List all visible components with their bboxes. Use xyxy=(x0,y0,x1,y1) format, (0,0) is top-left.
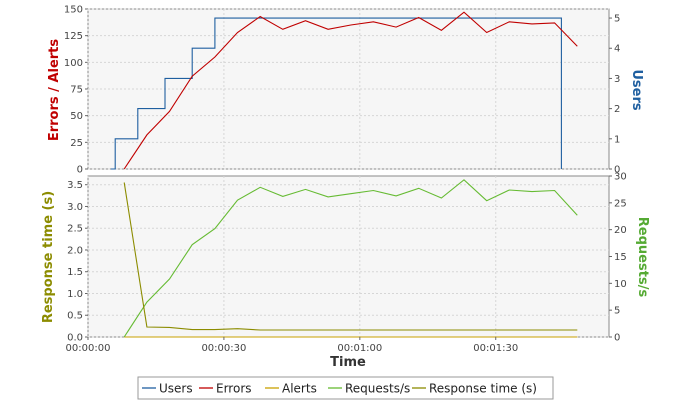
top-right-tick-label: 1 xyxy=(614,134,620,145)
legend-label: Alerts xyxy=(282,382,317,396)
legend-label: Response time (s) xyxy=(429,382,537,396)
legend-label: Errors xyxy=(216,382,252,396)
bottom-right-tick-label: 15 xyxy=(614,252,627,263)
top-right-tick-label: 0 xyxy=(614,165,620,176)
bottom-left-tick-label: 3.0 xyxy=(67,202,83,213)
x-tick-label: 00:01:30 xyxy=(473,343,518,354)
bottom-left-tick-label: 2.0 xyxy=(67,245,83,256)
legend-label: Requests/s xyxy=(345,382,410,396)
users-series-line xyxy=(110,17,562,170)
top-left-tick-label: 150 xyxy=(64,5,83,16)
bottom-right-tick-label: 30 xyxy=(614,172,627,183)
bottom-left-tick-label: 1.0 xyxy=(67,289,83,300)
top-left-tick-label: 75 xyxy=(70,85,83,96)
top-left-tick-label: 25 xyxy=(70,138,83,149)
right-axis-title-bottom: Requests/s xyxy=(635,217,650,298)
top-panel: 0 25 50 75 100 125 150 0 1 2 3 4 5 xyxy=(64,5,620,176)
x-tick-label: 00:00:00 xyxy=(66,343,111,354)
left-axis-title-bottom: Response time (s) xyxy=(41,191,56,323)
bottom-right-tick-label: 5 xyxy=(614,306,620,317)
bottom-left-tick-label: 1.5 xyxy=(67,267,83,278)
x-tick-label: 00:00:30 xyxy=(201,343,246,354)
errors-series-line xyxy=(123,11,578,170)
bottom-left-tick-label: 3.5 xyxy=(67,180,83,191)
legend-box xyxy=(137,376,554,400)
legend-label: Users xyxy=(159,382,193,396)
x-tick-label: 00:01:00 xyxy=(337,343,382,354)
bottom-left-tick-label: 2.5 xyxy=(67,224,83,235)
top-left-tick-label: 100 xyxy=(64,58,83,69)
requests-s-series-line xyxy=(123,179,578,338)
top-right-tick-label: 3 xyxy=(614,74,620,85)
top-left-tick-label: 50 xyxy=(70,111,83,122)
top-left-tick-label: 125 xyxy=(64,31,83,42)
bottom-plot-area xyxy=(87,175,610,338)
top-left-tick-label: 0 xyxy=(77,165,83,176)
top-right-tick-label: 4 xyxy=(614,44,620,55)
bottom-right-tick-label: 25 xyxy=(614,198,627,209)
legend: Users Errors Alerts Requests/s Response time… xyxy=(137,376,554,400)
bottom-left-tick-label: 0.5 xyxy=(67,311,83,322)
bottom-right-tick-label: 0 xyxy=(614,333,620,344)
bottom-left-tick-label: 0.0 xyxy=(67,333,83,344)
response-time-s-series-line xyxy=(123,182,578,331)
bottom-panel: 0.0 0.5 1.0 1.5 2.0 2.5 3.0 3.5 0 5 10 15 20 25 30 00:0… xyxy=(66,172,627,355)
bottom-right-tick-label: 10 xyxy=(614,279,627,290)
top-right-tick-label: 2 xyxy=(614,104,620,115)
x-axis-title: Time xyxy=(330,355,366,370)
bottom-right-tick-label: 20 xyxy=(614,225,627,236)
top-right-tick-label: 5 xyxy=(614,14,620,25)
right-axis-title-top: Users xyxy=(629,69,644,111)
left-axis-title-top: Errors / Alerts xyxy=(47,39,62,142)
